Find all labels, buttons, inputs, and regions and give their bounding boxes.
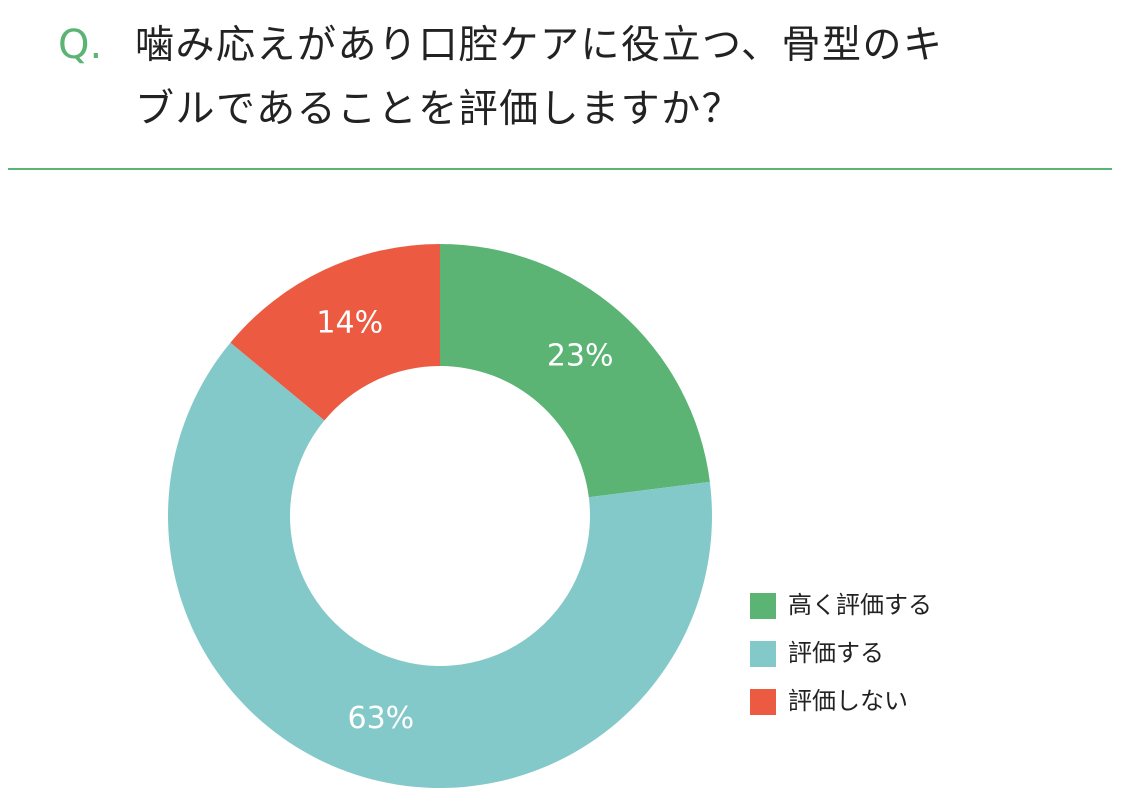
data-label: 63%: [348, 701, 415, 736]
legend-swatch: [750, 689, 776, 715]
legend-label: 評価する: [788, 639, 884, 667]
data-label: 14%: [316, 306, 383, 341]
data-label: 23%: [547, 338, 614, 373]
legend-label: 高く評価する: [788, 591, 932, 619]
legend-swatch: [750, 641, 776, 667]
legend-label: 評価しない: [788, 687, 908, 715]
title-line: 噛み応えがあり口腔ケアに役立つ、骨型のキ: [135, 23, 943, 68]
donut-segment: [230, 244, 440, 421]
title-line: ブルであることを評価しますか？: [135, 87, 742, 132]
legend-swatch: [750, 593, 776, 619]
donut-segment: [167, 342, 713, 788]
question-label: Q.: [58, 22, 102, 68]
donut-segment: [440, 244, 710, 498]
